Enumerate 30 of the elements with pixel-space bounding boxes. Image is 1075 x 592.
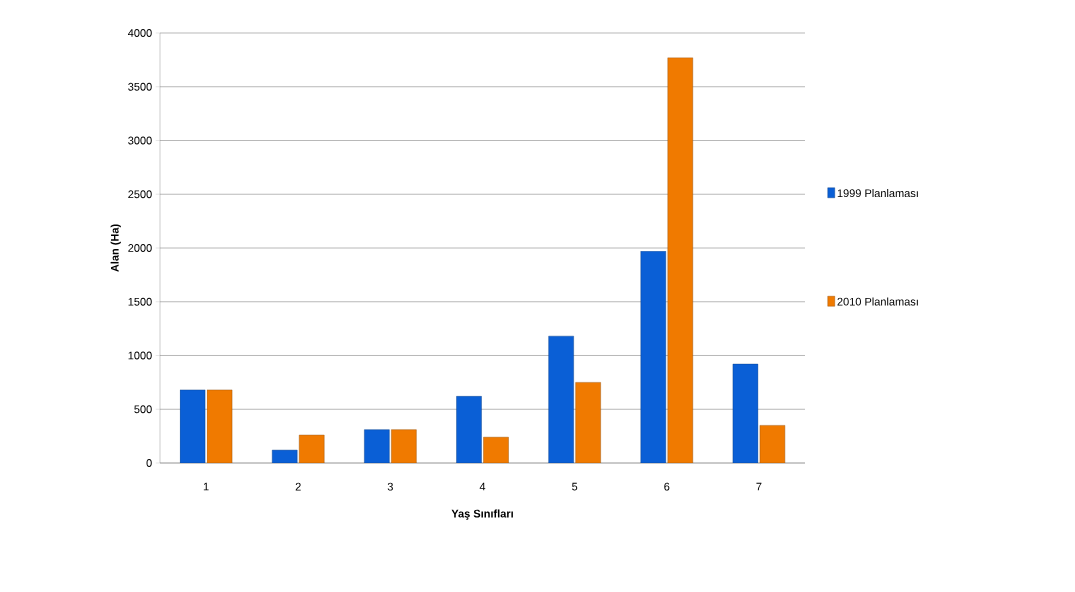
y-tick-label: 2500 <box>128 190 152 199</box>
y-axis-title: Alan (Ha) <box>110 224 121 272</box>
x-tick-label: 1 <box>203 482 209 491</box>
y-tick-label: 2000 <box>128 244 152 252</box>
bar <box>456 396 482 463</box>
bar <box>732 363 759 463</box>
x-tick-label: 6 <box>664 482 670 491</box>
bar <box>364 429 390 463</box>
bar <box>640 251 666 463</box>
bar <box>179 389 206 463</box>
y-tick-label: 1500 <box>128 297 152 306</box>
legend-label: 1999 Planlaması <box>837 189 918 198</box>
bar <box>548 335 574 463</box>
x-tick-label: 2 <box>295 482 301 491</box>
bar <box>391 429 417 463</box>
x-tick-label: 4 <box>479 482 486 491</box>
legend-label: 2010 Planlaması <box>837 297 918 306</box>
y-tick-label: 3500 <box>128 82 152 91</box>
x-tick-label: 5 <box>572 482 578 491</box>
y-tick-label: 4000 <box>127 29 152 37</box>
y-tick-label: 3000 <box>128 136 152 145</box>
y-tick-label: 1000 <box>128 351 152 360</box>
bar <box>667 57 693 463</box>
x-tick-label: 7 <box>756 482 762 491</box>
x-tick-label: 3 <box>387 482 393 491</box>
y-tick-label: 500 <box>134 405 152 414</box>
bar <box>575 382 601 463</box>
x-axis-title: Yaş Sınıfları <box>451 509 513 520</box>
y-tick-label: 0 <box>146 459 152 467</box>
bar <box>272 449 298 463</box>
